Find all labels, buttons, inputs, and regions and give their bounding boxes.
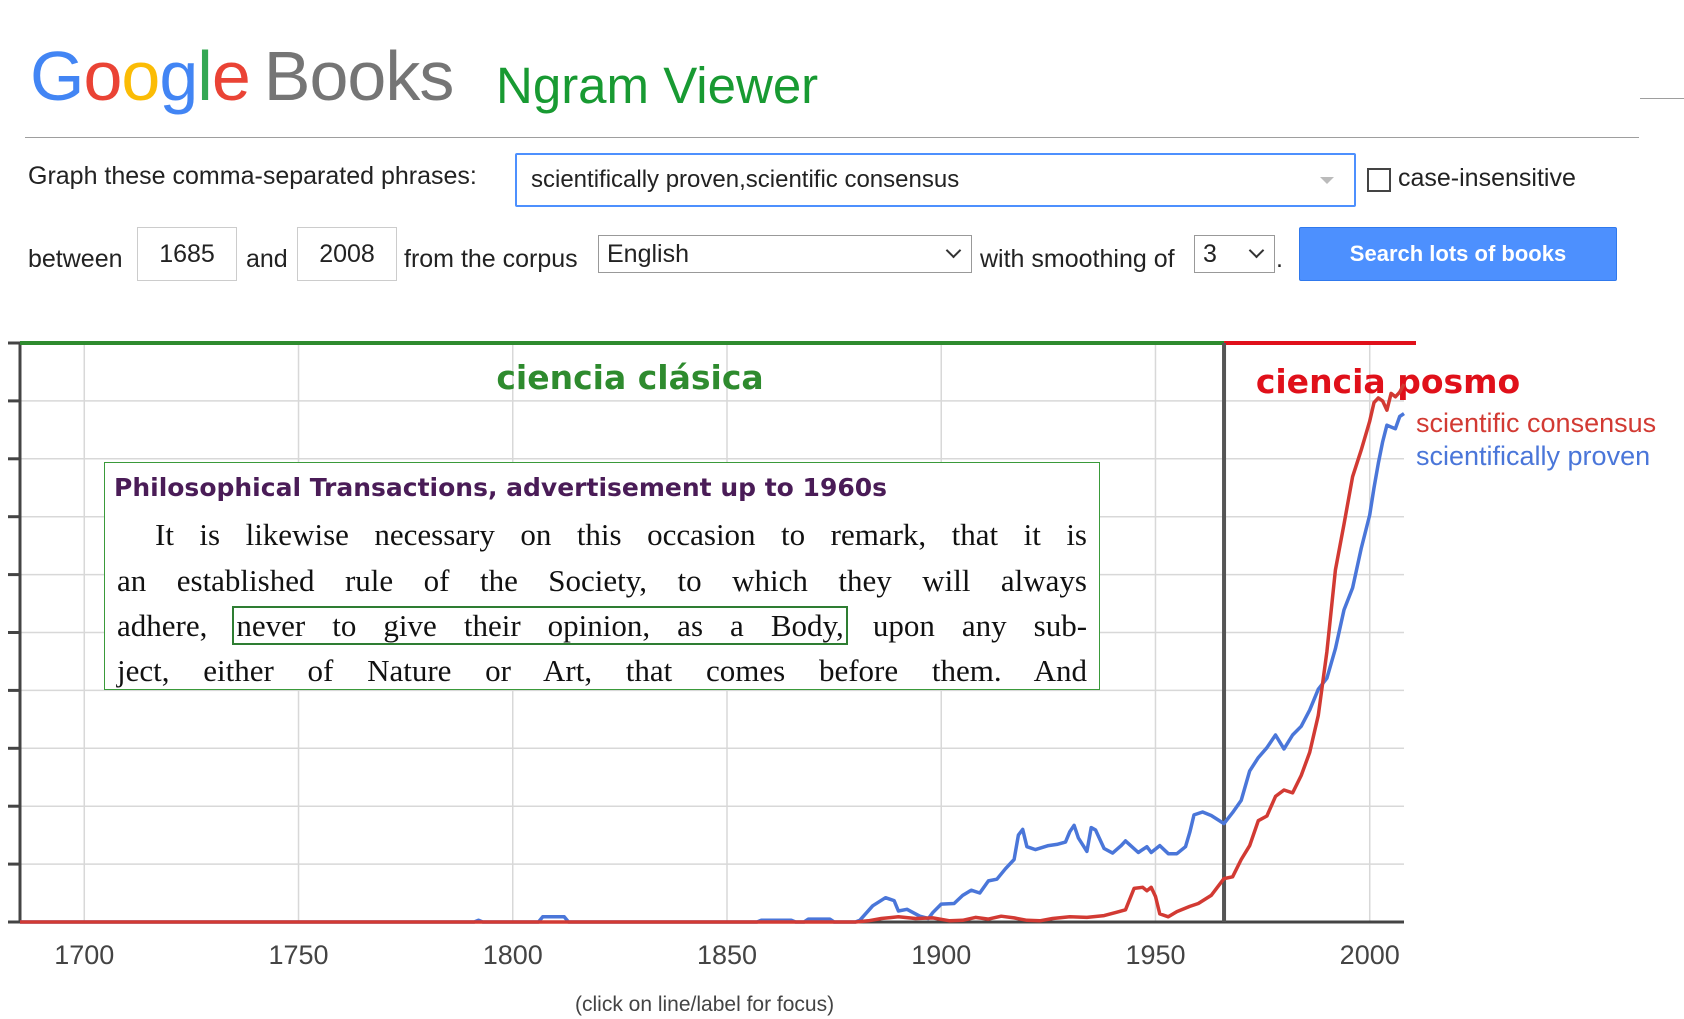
logo-letter: l [197, 37, 213, 115]
quote-line-1: It is likewise necessary on this occasio… [155, 517, 1087, 552]
phrases-input[interactable]: scientifically proven,scientific consens… [515, 153, 1356, 207]
series-label[interactable]: scientifically proven [1416, 441, 1650, 471]
x-tick-label: 2000 [1340, 940, 1400, 970]
search-button[interactable]: Search lots of books [1299, 227, 1617, 281]
quote-line-3-end: upon any sub- [872, 608, 1088, 643]
smoothing-select-value: 3 [1203, 240, 1217, 268]
quote-title: Philosophical Transactions, advertisemen… [114, 473, 888, 502]
between-label: between [28, 245, 123, 273]
quote-line-4: ject, either of Nature or Art, that come… [117, 653, 1087, 688]
logo-letter: o [121, 37, 160, 115]
x-tick-label: 1700 [54, 940, 114, 970]
quote-line-2: an established rule of the Society, to w… [117, 563, 1087, 598]
era-label-posmo: ciencia posmo [1256, 362, 1520, 401]
quote-box: Philosophical Transactions, advertisemen… [104, 462, 1100, 690]
google-wordmark: Google [30, 37, 251, 115]
focus-hint: (click on line/label for focus) [575, 993, 835, 1016]
chevron-down-icon[interactable] [1320, 177, 1334, 184]
logo-letter: o [83, 37, 122, 115]
header-divider [25, 137, 1639, 138]
and-label: and [246, 245, 288, 273]
highlighted-phrase: never to give their opinion, as a Body, [232, 606, 848, 645]
series-label[interactable]: scientific consensus [1416, 408, 1656, 438]
quote-line-3: adhere, never to give their opinion, as … [117, 604, 1087, 648]
quote-line-3-start: adhere, [117, 608, 208, 643]
corpus-select[interactable]: English [598, 235, 972, 273]
x-tick-label: 1950 [1125, 940, 1185, 970]
corpus-select-value: English [607, 240, 689, 268]
phrases-input-value: scientifically proven,scientific consens… [531, 166, 960, 193]
case-insensitive-checkbox[interactable] [1367, 168, 1391, 192]
books-wordmark: Books [263, 37, 455, 115]
x-tick-label: 1800 [483, 940, 543, 970]
google-books-logo[interactable]: Google Books [30, 36, 455, 116]
corpus-label: from the corpus [404, 245, 578, 273]
period-text: . [1276, 245, 1283, 273]
end-year-input[interactable]: 2008 [297, 227, 397, 281]
smoothing-label: with smoothing of [980, 245, 1175, 273]
phrases-label: Graph these comma-separated phrases: [28, 162, 477, 190]
x-tick-label: 1900 [911, 940, 971, 970]
start-year-input[interactable]: 1685 [137, 227, 237, 281]
logo-letter: g [159, 37, 198, 115]
x-tick-label: 1850 [697, 940, 757, 970]
page-title: Ngram Viewer [496, 57, 819, 114]
case-insensitive-label[interactable]: case-insensitive [1398, 164, 1576, 192]
era-label-classic: ciencia clásica [496, 358, 763, 397]
logo-letter: G [30, 37, 84, 115]
smoothing-select[interactable]: 3 [1194, 235, 1275, 273]
series-line[interactable] [20, 383, 1406, 924]
logo-letter: e [211, 37, 251, 115]
x-tick-label: 1750 [268, 940, 328, 970]
header-divider-stub [1640, 98, 1684, 99]
